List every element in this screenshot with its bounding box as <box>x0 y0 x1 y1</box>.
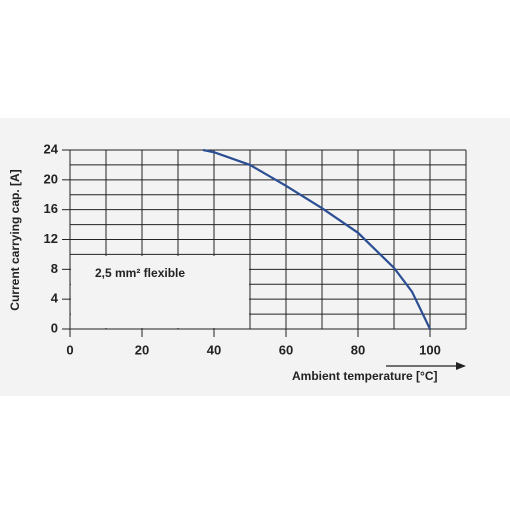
y-tick-label: 24 <box>44 141 59 156</box>
y-tick-label: 20 <box>44 171 58 186</box>
y-tick-label: 0 <box>51 320 58 335</box>
x-axis-label: Ambient temperature [°C] <box>292 369 437 383</box>
x-tick-label: 20 <box>135 342 149 357</box>
label-box <box>71 256 249 328</box>
x-tick-label: 0 <box>66 342 73 357</box>
x-tick-label: 60 <box>279 342 293 357</box>
x-tick-label: 40 <box>207 342 221 357</box>
annotation: 2,5 mm² flexible <box>95 266 185 280</box>
x-arrow-head <box>456 362 466 370</box>
y-tick-label: 12 <box>44 231 58 246</box>
x-tick-label: 80 <box>351 342 365 357</box>
y-tick-label: 16 <box>44 201 58 216</box>
y-tick-label: 4 <box>51 291 59 306</box>
y-axis-label: Current carrying cap. [A] <box>8 169 22 310</box>
x-tick-label: 100 <box>419 342 441 357</box>
y-tick-label: 8 <box>51 261 58 276</box>
curve <box>202 148 431 330</box>
